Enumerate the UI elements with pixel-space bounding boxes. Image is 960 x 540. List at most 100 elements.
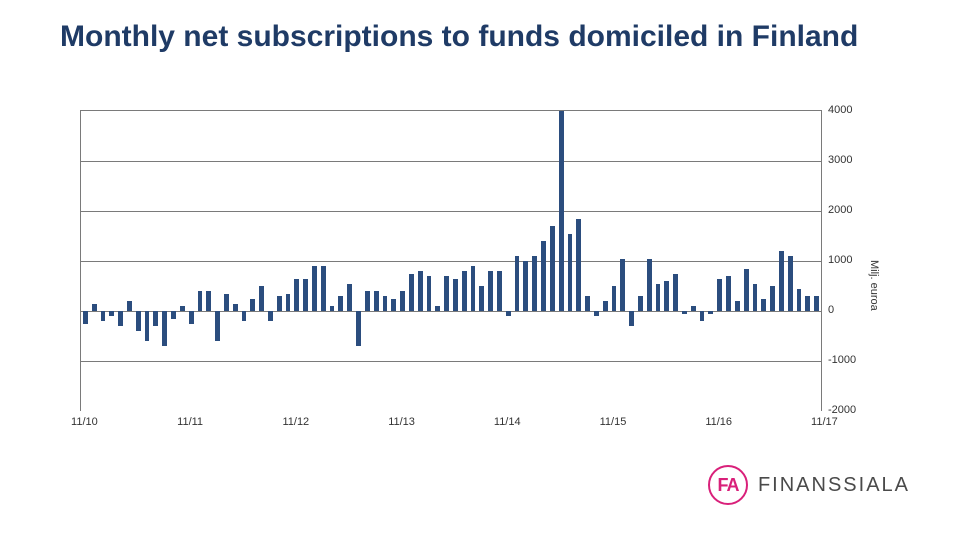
bar <box>435 306 440 311</box>
logo-wordmark: FINANSSIALA <box>758 474 910 497</box>
bar <box>250 299 255 312</box>
bar <box>708 311 713 314</box>
bar <box>189 311 194 324</box>
bar <box>294 279 299 312</box>
bar <box>770 286 775 311</box>
bar <box>656 284 661 312</box>
bar <box>242 311 247 321</box>
bar <box>761 299 766 312</box>
bar <box>268 311 273 321</box>
bar <box>532 256 537 311</box>
bar <box>418 271 423 311</box>
grid-line <box>81 161 821 162</box>
bar <box>568 234 573 312</box>
logo-mark-text: FA <box>717 475 738 496</box>
net-subscriptions-chart: Milj. euroa 40003000200010000-1000-20001… <box>80 110 900 420</box>
bar <box>92 304 97 312</box>
bar <box>717 279 722 312</box>
bar <box>347 284 352 312</box>
bar <box>488 271 493 311</box>
x-tick-label: 11/14 <box>494 416 521 428</box>
bar <box>206 291 211 311</box>
bar <box>559 111 564 311</box>
bar <box>444 276 449 311</box>
bar <box>691 306 696 311</box>
bar <box>576 219 581 312</box>
bar <box>585 296 590 311</box>
bar <box>471 266 476 311</box>
bar <box>233 304 238 312</box>
bar <box>391 299 396 312</box>
y-tick-label: 4000 <box>828 104 888 116</box>
y-tick-label: 3000 <box>828 154 888 166</box>
bar <box>356 311 361 346</box>
bar <box>259 286 264 311</box>
bar <box>224 294 229 312</box>
bar <box>550 226 555 311</box>
bar <box>109 311 114 316</box>
y-tick-label: 2000 <box>828 204 888 216</box>
y-tick-label: -1000 <box>828 354 888 366</box>
y-tick-label: 0 <box>828 304 888 316</box>
bar <box>153 311 158 326</box>
bar <box>409 274 414 312</box>
bar <box>726 276 731 311</box>
bar <box>462 271 467 311</box>
bar <box>523 261 528 311</box>
grid-line <box>81 211 821 212</box>
bar <box>797 289 802 312</box>
x-tick-label: 11/11 <box>177 416 203 428</box>
bar <box>338 296 343 311</box>
bar <box>612 286 617 311</box>
grid-line <box>81 361 821 362</box>
bar <box>805 296 810 311</box>
x-tick-label: 11/13 <box>388 416 415 428</box>
y-tick-label: 1000 <box>828 254 888 266</box>
slide: Monthly net subscriptions to funds domic… <box>0 0 960 540</box>
bar <box>638 296 643 311</box>
x-tick-label: 11/10 <box>71 416 98 428</box>
bar <box>83 311 88 324</box>
bar <box>145 311 150 341</box>
plot-area <box>80 110 822 411</box>
bar <box>779 251 784 311</box>
bar <box>101 311 106 321</box>
bar <box>171 311 176 319</box>
bar <box>603 301 608 311</box>
x-tick-label: 11/15 <box>600 416 627 428</box>
grid-line <box>81 261 821 262</box>
bar <box>427 276 432 311</box>
bar <box>788 256 793 311</box>
bar <box>365 291 370 311</box>
bar <box>682 311 687 314</box>
bar <box>136 311 141 331</box>
bar <box>629 311 634 326</box>
bar <box>647 259 652 312</box>
bar <box>700 311 705 321</box>
bar <box>753 284 758 312</box>
bar <box>744 269 749 312</box>
bar <box>814 296 819 311</box>
bar <box>400 291 405 311</box>
bar <box>330 306 335 311</box>
bar <box>118 311 123 326</box>
logo-mark-icon: FA <box>708 465 748 505</box>
bar <box>506 311 511 316</box>
bar <box>497 271 502 311</box>
bar <box>321 266 326 311</box>
bar <box>673 274 678 312</box>
bar <box>180 306 185 311</box>
bar <box>383 296 388 311</box>
bar <box>479 286 484 311</box>
bar <box>515 256 520 311</box>
bar <box>620 259 625 312</box>
bar <box>162 311 167 346</box>
bar <box>286 294 291 312</box>
bar <box>127 301 132 311</box>
bar <box>303 279 308 312</box>
bar <box>374 291 379 311</box>
brand-logo: FA FINANSSIALA <box>708 465 910 505</box>
bar <box>594 311 599 316</box>
bar <box>215 311 220 341</box>
bar <box>735 301 740 311</box>
